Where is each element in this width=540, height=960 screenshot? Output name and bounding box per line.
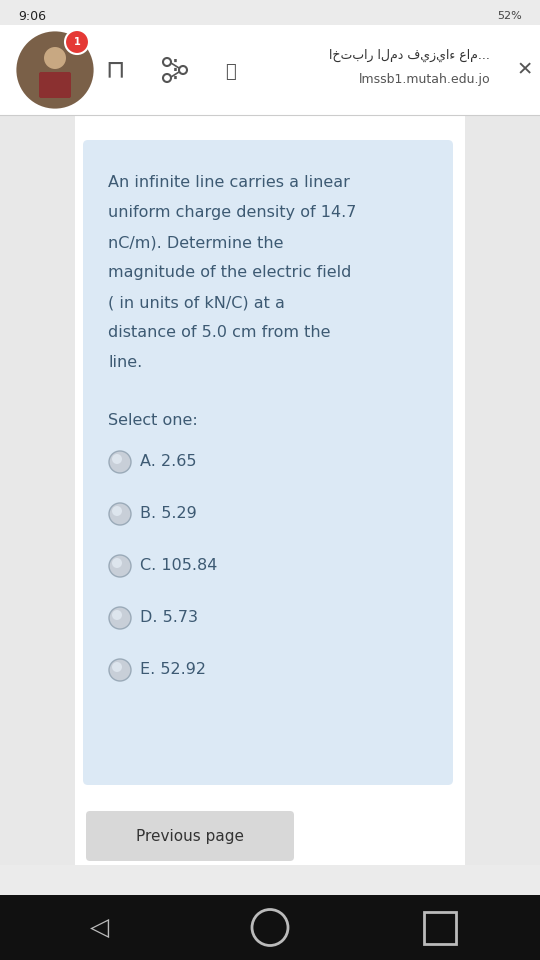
Circle shape	[112, 506, 122, 516]
Circle shape	[15, 30, 95, 110]
Text: nC/m). Determine the: nC/m). Determine the	[108, 235, 284, 250]
Text: D. 5.73: D. 5.73	[140, 611, 198, 626]
Text: line.: line.	[108, 355, 142, 370]
Circle shape	[109, 555, 131, 577]
FancyBboxPatch shape	[0, 0, 540, 25]
Circle shape	[44, 47, 66, 69]
Text: uniform charge density of 14.7: uniform charge density of 14.7	[108, 205, 356, 220]
Text: A. 2.65: A. 2.65	[140, 454, 197, 469]
Text: ( in units of kN/C) at a: ( in units of kN/C) at a	[108, 295, 285, 310]
Text: Previous page: Previous page	[136, 828, 244, 844]
FancyBboxPatch shape	[0, 895, 540, 960]
Text: E. 52.92: E. 52.92	[140, 662, 206, 678]
Text: magnitude of the electric field: magnitude of the electric field	[108, 265, 352, 280]
Text: 52%: 52%	[497, 11, 522, 21]
FancyBboxPatch shape	[75, 115, 465, 865]
Text: lmssb1.mutah.edu.jo: lmssb1.mutah.edu.jo	[359, 74, 490, 86]
Text: ◁: ◁	[90, 916, 110, 940]
Circle shape	[109, 451, 131, 473]
Text: 🔒: 🔒	[225, 63, 235, 81]
FancyBboxPatch shape	[39, 72, 71, 98]
FancyBboxPatch shape	[83, 140, 453, 785]
Text: C. 105.84: C. 105.84	[140, 559, 218, 573]
Text: distance of 5.0 cm from the: distance of 5.0 cm from the	[108, 325, 330, 340]
FancyBboxPatch shape	[0, 115, 540, 865]
FancyBboxPatch shape	[86, 811, 294, 861]
Text: Select one:: Select one:	[108, 413, 198, 428]
FancyBboxPatch shape	[0, 115, 75, 865]
Circle shape	[112, 610, 122, 620]
Circle shape	[109, 659, 131, 681]
Text: An infinite line carries a linear: An infinite line carries a linear	[108, 175, 350, 190]
Circle shape	[109, 503, 131, 525]
Circle shape	[109, 607, 131, 629]
Text: B. 5.29: B. 5.29	[140, 507, 197, 521]
Text: ⋮: ⋮	[163, 58, 187, 82]
Circle shape	[112, 662, 122, 672]
FancyBboxPatch shape	[465, 115, 540, 865]
Text: اختبار المد فيزياء عام...: اختبار المد فيزياء عام...	[329, 48, 490, 61]
Circle shape	[112, 558, 122, 568]
Text: ⊓: ⊓	[105, 58, 125, 82]
Text: 1: 1	[73, 37, 80, 47]
Text: 9:06: 9:06	[18, 10, 46, 22]
Text: ✕: ✕	[517, 60, 533, 80]
Circle shape	[65, 30, 89, 54]
Circle shape	[112, 454, 122, 464]
FancyBboxPatch shape	[0, 25, 540, 115]
